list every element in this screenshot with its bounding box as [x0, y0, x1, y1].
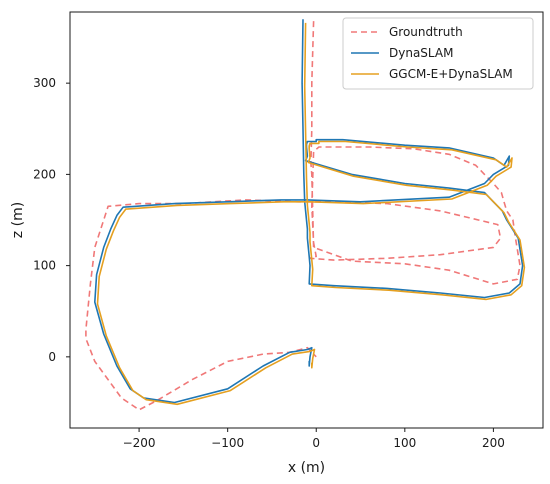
- legend-box: [342, 17, 534, 90]
- x-tick-label: 200: [482, 436, 505, 450]
- series-line-dynaslam: [94, 19, 524, 404]
- x-tick-label: −200: [123, 436, 156, 450]
- y-tick-label: 100: [33, 259, 56, 273]
- x-axis-label: x (m): [288, 460, 325, 476]
- y-tick-label: 0: [48, 350, 56, 364]
- series-line-groundtruth: [85, 21, 521, 411]
- x-tick-label: 100: [393, 436, 416, 450]
- y-axis-label: z (m): [10, 202, 26, 238]
- y-tick-label: 300: [33, 76, 56, 90]
- x-tick-label: −100: [211, 436, 244, 450]
- legend: Groundtruth DynaSLAM GGCM-E+DynaSLAM: [342, 17, 534, 90]
- x-tick-label: 0: [312, 436, 320, 450]
- series-layer: [85, 19, 526, 411]
- series-line-ggcm-e-dynaslam: [96, 22, 526, 406]
- legend-label: DynaSLAM: [389, 46, 453, 60]
- y-axis-ticks: 0 100 200 300: [33, 76, 70, 364]
- y-tick-label: 200: [33, 167, 56, 181]
- x-axis-ticks: −200 −100 0 100 200: [123, 428, 505, 450]
- legend-label: GGCM-E+DynaSLAM: [389, 67, 513, 81]
- legend-label: Groundtruth: [389, 25, 463, 39]
- plot-area-frame: [69, 11, 544, 429]
